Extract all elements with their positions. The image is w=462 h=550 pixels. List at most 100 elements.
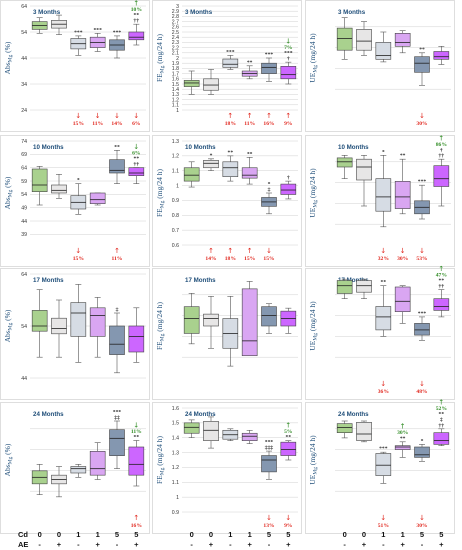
box-iqr	[183, 167, 200, 182]
percent-change-label: 9%	[284, 523, 293, 529]
y-tick-label: 2.8	[172, 14, 179, 20]
footer-cd-value: 5	[267, 530, 271, 539]
percent-change-label: 9%	[284, 121, 293, 127]
footer-cd-value: 5	[134, 530, 138, 539]
y-axis-label-unit: (mg/24 h)	[155, 33, 164, 65]
y-axis-label-main: Abs	[3, 197, 12, 209]
chart-panel-11: 1.6 1.5 1.4 1.3 1.2 1.1 1 0.9 FEMg (mg/24 h) 24 M…	[152, 402, 302, 534]
percent-change-label: 6%	[132, 121, 141, 127]
y-axis-label: AbsMg (%)	[3, 443, 14, 476]
box-group-2	[51, 299, 67, 358]
y-tick-label: 44	[21, 376, 27, 382]
box-group-2	[51, 174, 67, 199]
box-group-2	[356, 154, 372, 207]
footer-cd-value: 1	[401, 530, 405, 539]
trend-arrow: ↓	[400, 247, 406, 255]
panel-title: 17 Months	[33, 277, 64, 284]
footer-ae-value: +	[439, 540, 444, 549]
box-group-1	[31, 289, 48, 358]
footer-cd-value: 1	[76, 530, 80, 539]
box-iqr	[109, 159, 125, 174]
trend-arrow: ↑	[266, 112, 272, 120]
y-tick-label: 1.2	[172, 97, 179, 103]
significance-label: ‡	[268, 187, 271, 193]
box-group-2	[356, 278, 372, 300]
box-iqr	[241, 432, 258, 441]
box-iqr	[89, 451, 106, 476]
y-tick-label: 1.2	[172, 465, 179, 471]
y-axis-label: FEMg (mg/24 h)	[155, 435, 166, 484]
footer-ae-value: +	[95, 540, 100, 549]
y-axis-label-subscript: Mg	[160, 333, 166, 341]
significance-label: ††	[439, 284, 445, 290]
box-iqr	[375, 453, 392, 476]
y-axis-label: UEMg (mg/24 h)	[308, 33, 319, 83]
box-group-3	[222, 428, 239, 441]
footer-ae-value: -	[343, 540, 346, 549]
box-group-5	[109, 150, 125, 184]
y-tick-label: 34	[21, 82, 27, 88]
y-tick-label: 1.5	[172, 82, 179, 88]
y-tick-label: 1.6	[172, 77, 179, 83]
panel-title: 24 Months	[185, 411, 216, 418]
box-group-5	[414, 184, 430, 220]
significance-label: **	[400, 153, 406, 159]
panel-title: 24 Months	[338, 411, 369, 418]
footer-ae-value: +	[286, 540, 291, 549]
trend-arrow: ↑	[438, 265, 444, 273]
percent-change-label: 11%	[244, 121, 255, 127]
box-iqr	[375, 42, 392, 60]
box-group-4	[394, 158, 411, 215]
significance-label: *	[268, 181, 271, 187]
y-tick-label: 1.1	[172, 169, 179, 175]
y-tick-label: 1	[176, 108, 179, 114]
footer-ae-value: +	[362, 540, 367, 549]
box-group-6	[433, 289, 450, 318]
box-group-5	[414, 316, 430, 341]
y-axis-label-unit: (%)	[3, 41, 12, 55]
chart-panel-9: UEMg (mg/24 h)17 Months **↓36%***↓48%↑47%…	[305, 265, 455, 400]
box-iqr	[433, 298, 450, 311]
significance-label: **	[286, 435, 292, 441]
significance-label: **	[439, 278, 445, 284]
box-group-5	[109, 420, 125, 469]
y-tick-label: 1.9	[172, 61, 179, 67]
y-axis-label-main: FE	[155, 341, 164, 350]
box-group-4	[394, 441, 411, 458]
footer-ae-value: +	[134, 540, 139, 549]
panel-border	[152, 0, 302, 132]
footer-cd-value: 5	[420, 530, 424, 539]
box-group-1	[336, 17, 353, 60]
box-group-6	[280, 61, 297, 85]
significance-label: *	[210, 153, 213, 159]
chart-panel-6: UEMg (mg/24 h)10 Months*↓32%**↓30%***↓53…	[305, 134, 455, 267]
box-iqr	[336, 27, 353, 51]
panel-border	[0, 402, 150, 534]
box-iqr	[89, 307, 106, 337]
percent-change-label: 53%	[416, 256, 428, 262]
significance-label: **	[439, 412, 445, 418]
box-iqr	[261, 455, 277, 473]
significance-label: **	[400, 436, 406, 442]
box-group-4	[89, 442, 106, 480]
panel-border	[0, 0, 150, 132]
box-iqr	[414, 56, 430, 73]
box-iqr	[356, 158, 372, 181]
trend-arrow: ↑	[438, 134, 444, 142]
y-axis-label-subscript: Mg	[313, 200, 319, 208]
y-tick-label: 1.1	[172, 103, 179, 109]
trend-arrow: ↓	[95, 112, 101, 120]
y-axis-label-unit: (mg/24 h)	[155, 168, 164, 200]
significance-label: *	[421, 438, 424, 444]
trend-arrow: ↓	[285, 514, 291, 522]
y-tick-label: 1	[176, 495, 179, 501]
box-iqr	[433, 165, 450, 187]
percent-change-label: 48%	[416, 389, 428, 395]
box-group-1	[183, 161, 200, 188]
y-axis-label: FEMg (mg/24 h)	[155, 33, 166, 82]
y-tick-label: 1.3	[172, 450, 179, 456]
footer-ae-value: -	[116, 540, 119, 549]
box-group-3	[70, 35, 87, 56]
